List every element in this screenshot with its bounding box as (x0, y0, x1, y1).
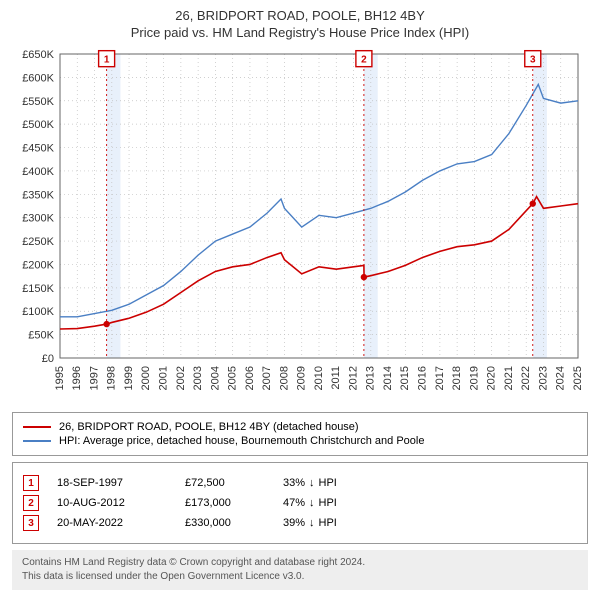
price-chart: £0 £50K £100K £150K £200K £250K £300K £350K £400… (12, 46, 588, 406)
svg-text:2005: 2005 (227, 366, 239, 390)
svg-text:£300K: £300K (22, 213, 54, 225)
sale-price: £330,000 (185, 517, 265, 529)
footer-line1: Contains HM Land Registry data © Crown c… (22, 556, 578, 570)
sales-box: 1 18-SEP-1997 £72,500 33% ↓ HPI 2 10-AUG-2012… (12, 462, 588, 544)
svg-text:£600K: £600K (22, 72, 54, 84)
svg-text:2: 2 (361, 55, 367, 66)
svg-text:2009: 2009 (296, 366, 308, 390)
sale-row: 2 10-AUG-2012 £173,000 47% ↓ HPI (23, 495, 577, 511)
legend-swatch-property (23, 426, 51, 428)
svg-text:1: 1 (104, 55, 110, 66)
svg-text:£200K: £200K (22, 259, 54, 271)
svg-text:2002: 2002 (175, 366, 187, 390)
svg-text:1996: 1996 (71, 366, 83, 390)
svg-text:£50K: £50K (28, 330, 54, 342)
chart-title-line1: 26, BRIDPORT ROAD, POOLE, BH12 4BY (12, 8, 588, 23)
sale-price: £72,500 (185, 477, 265, 489)
sale-marker: 2 (23, 495, 39, 511)
svg-text:£500K: £500K (22, 119, 54, 131)
legend-label-hpi: HPI: Average price, detached house, Bour… (59, 435, 424, 447)
svg-text:1999: 1999 (123, 366, 135, 390)
sale-marker: 3 (23, 515, 39, 531)
svg-text:1995: 1995 (54, 366, 66, 390)
svg-text:2001: 2001 (158, 366, 170, 390)
svg-text:2015: 2015 (399, 366, 411, 390)
chart-title-block: 26, BRIDPORT ROAD, POOLE, BH12 4BY Price… (12, 8, 588, 40)
sale-diff: 33% ↓ HPI (283, 477, 337, 489)
svg-text:£100K: £100K (22, 306, 54, 318)
legend-swatch-hpi (23, 440, 51, 442)
svg-text:2025: 2025 (572, 366, 584, 390)
legend-row-property: 26, BRIDPORT ROAD, POOLE, BH12 4BY (deta… (23, 421, 577, 433)
svg-text:2018: 2018 (451, 366, 463, 390)
svg-text:£550K: £550K (22, 96, 54, 108)
sale-date: 20-MAY-2022 (57, 517, 167, 529)
svg-text:1997: 1997 (88, 366, 100, 390)
down-arrow-icon: ↓ (309, 477, 315, 489)
svg-text:1998: 1998 (106, 366, 118, 390)
sale-price: £173,000 (185, 497, 265, 509)
legend-label-property: 26, BRIDPORT ROAD, POOLE, BH12 4BY (deta… (59, 421, 359, 433)
svg-text:2020: 2020 (486, 366, 498, 390)
svg-text:2007: 2007 (261, 366, 273, 390)
svg-text:3: 3 (530, 55, 536, 66)
svg-text:2024: 2024 (555, 366, 567, 390)
down-arrow-icon: ↓ (309, 497, 315, 509)
sale-diff: 39% ↓ HPI (283, 517, 337, 529)
svg-text:£250K: £250K (22, 236, 54, 248)
sale-marker: 1 (23, 475, 39, 491)
svg-text:£350K: £350K (22, 189, 54, 201)
svg-text:£0: £0 (42, 353, 54, 365)
svg-text:£150K: £150K (22, 283, 54, 295)
svg-text:2021: 2021 (503, 366, 515, 390)
svg-text:2003: 2003 (192, 366, 204, 390)
sale-date: 10-AUG-2012 (57, 497, 167, 509)
footer-line2: This data is licensed under the Open Gov… (22, 570, 578, 584)
svg-text:2017: 2017 (434, 366, 446, 390)
legend-box: 26, BRIDPORT ROAD, POOLE, BH12 4BY (deta… (12, 412, 588, 456)
svg-text:£450K: £450K (22, 143, 54, 155)
sale-diff: 47% ↓ HPI (283, 497, 337, 509)
sale-date: 18-SEP-1997 (57, 477, 167, 489)
svg-text:2014: 2014 (382, 366, 394, 390)
svg-text:2019: 2019 (468, 366, 480, 390)
svg-text:2008: 2008 (278, 366, 290, 390)
svg-text:£400K: £400K (22, 166, 54, 178)
svg-text:2011: 2011 (330, 366, 342, 390)
sale-row: 1 18-SEP-1997 £72,500 33% ↓ HPI (23, 475, 577, 491)
legend-row-hpi: HPI: Average price, detached house, Bour… (23, 435, 577, 447)
chart-title-line2: Price paid vs. HM Land Registry's House … (12, 25, 588, 40)
sale-row: 3 20-MAY-2022 £330,000 39% ↓ HPI (23, 515, 577, 531)
svg-text:2004: 2004 (209, 366, 221, 390)
svg-text:2022: 2022 (520, 366, 532, 390)
svg-text:2006: 2006 (244, 366, 256, 390)
svg-text:2012: 2012 (347, 366, 359, 390)
footer-box: Contains HM Land Registry data © Crown c… (12, 550, 588, 590)
down-arrow-icon: ↓ (309, 517, 315, 529)
svg-text:2010: 2010 (313, 366, 325, 390)
svg-text:£650K: £650K (22, 49, 54, 61)
svg-text:2016: 2016 (417, 366, 429, 390)
svg-text:2023: 2023 (537, 366, 549, 390)
svg-text:2013: 2013 (365, 366, 377, 390)
svg-text:2000: 2000 (140, 366, 152, 390)
